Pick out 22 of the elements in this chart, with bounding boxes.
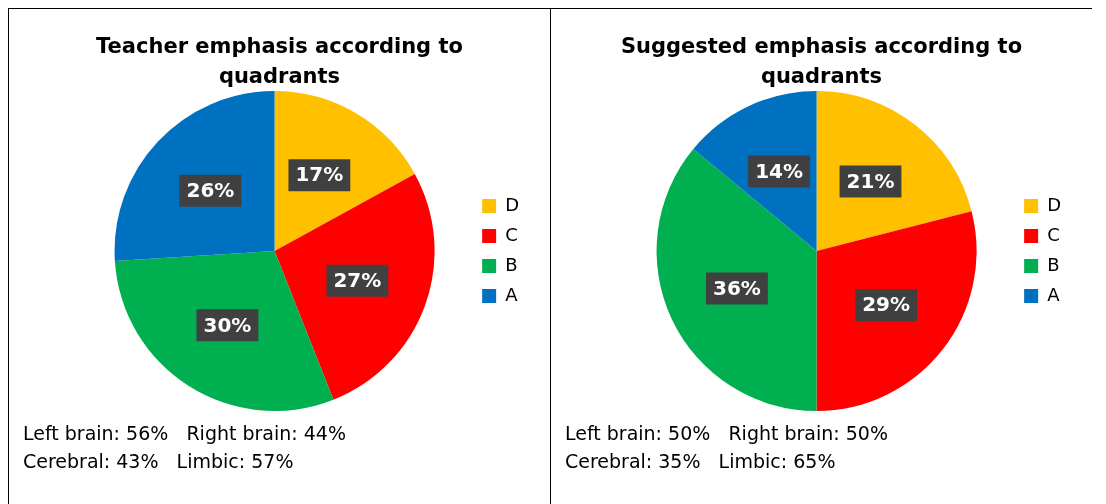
data-label: 27% <box>333 268 382 293</box>
text: Cerebral: 35% Limbic: 65% <box>565 449 837 474</box>
legend-label: D <box>505 193 520 215</box>
legend-label: A <box>505 283 519 305</box>
legend-label: B <box>1047 253 1060 275</box>
legend-label: A <box>1047 283 1061 305</box>
text: Cerebral: 43% Limbic: 57% <box>23 449 295 474</box>
data-label: 36% <box>713 275 761 300</box>
data-label: 17% <box>295 162 344 187</box>
data-label: 14% <box>755 158 804 183</box>
legend-label: C <box>505 223 518 245</box>
data-label: 21% <box>846 168 895 193</box>
data-label: 30% <box>203 312 252 337</box>
data-label: 29% <box>862 292 911 317</box>
chart-title: Teacher emphasis according to quadrants <box>95 33 464 90</box>
text: Left brain: 56% Right brain: 44% <box>23 421 347 446</box>
chart-title: Suggested emphasis according to quadrants <box>619 33 1024 90</box>
legend-label: B <box>505 253 518 275</box>
legend-label: D <box>1047 193 1062 215</box>
legend-label: C <box>1047 223 1060 245</box>
text: Left brain: 50% Right brain: 50% <box>565 421 889 446</box>
data-label: 26% <box>186 177 235 202</box>
